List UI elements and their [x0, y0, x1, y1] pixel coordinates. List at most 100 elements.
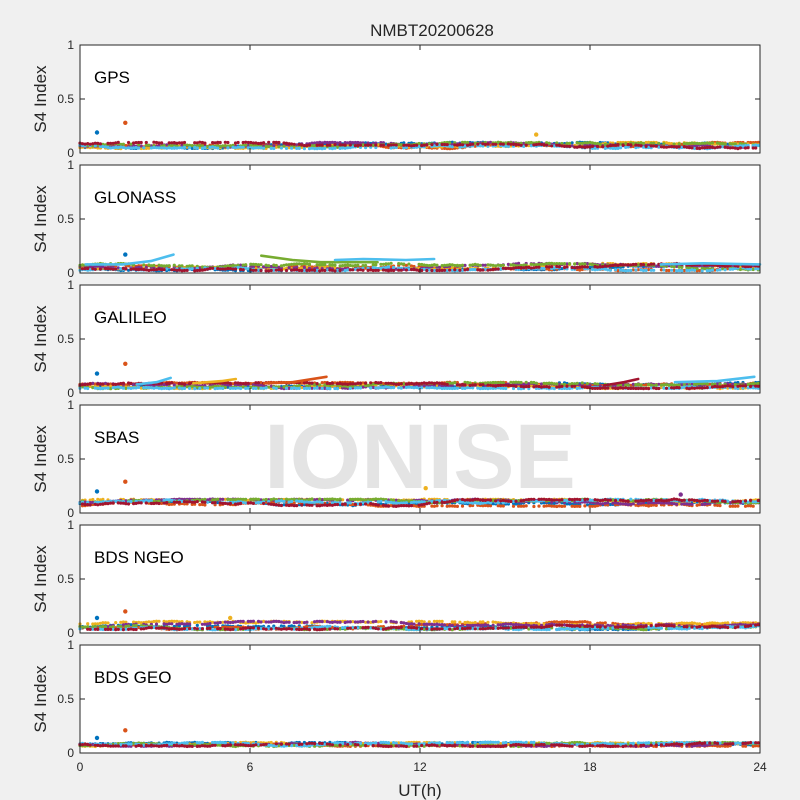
- data-point: [460, 140, 465, 144]
- data-point: [231, 145, 235, 149]
- outlier-point: [123, 252, 128, 257]
- data-point: [453, 381, 457, 385]
- data-point: [412, 143, 416, 148]
- data-point: [297, 383, 301, 388]
- data-point: [731, 146, 735, 150]
- data-point: [358, 386, 363, 390]
- data-point: [448, 147, 452, 151]
- data-point: [356, 143, 360, 148]
- data-point: [455, 386, 459, 390]
- data-point: [254, 146, 258, 150]
- data-point: [353, 144, 357, 148]
- data-point: [267, 145, 271, 149]
- data-point: [190, 144, 194, 148]
- data-point: [356, 263, 360, 267]
- data-point: [664, 145, 669, 149]
- data-point: [88, 382, 92, 386]
- data-point: [471, 142, 475, 146]
- data-point: [473, 144, 477, 148]
- data-point: [346, 141, 350, 145]
- data-point: [152, 140, 156, 144]
- data-point: [634, 143, 638, 147]
- data-point: [313, 268, 317, 272]
- data-point: [295, 146, 299, 150]
- data-point: [346, 146, 350, 150]
- data-point: [254, 141, 258, 145]
- data-point: [369, 381, 373, 385]
- data-point: [705, 386, 709, 390]
- data-point: [547, 141, 551, 145]
- data-point: [598, 145, 602, 149]
- data-point: [652, 141, 656, 145]
- data-point: [295, 143, 299, 147]
- data-point: [483, 142, 487, 146]
- data-point: [282, 141, 286, 145]
- data-point: [723, 142, 727, 146]
- data-point: [580, 381, 584, 385]
- data-point: [425, 143, 429, 147]
- data-point: [578, 145, 582, 149]
- data-point: [445, 382, 449, 386]
- data-point: [450, 140, 454, 144]
- data-point: [639, 141, 643, 145]
- data-point: [496, 140, 500, 144]
- data-point: [251, 146, 255, 150]
- data-point: [98, 144, 102, 148]
- data-point: [481, 383, 485, 387]
- data-point: [672, 145, 676, 149]
- data-point: [749, 140, 753, 145]
- data-point: [274, 386, 278, 391]
- data-point: [687, 146, 692, 150]
- data-point: [379, 143, 383, 147]
- data-point: [608, 146, 613, 150]
- data-point: [172, 146, 176, 150]
- data-point: [213, 146, 217, 150]
- data-point: [634, 268, 638, 272]
- data-point: [221, 144, 225, 148]
- data-point: [539, 142, 544, 147]
- data-point: [386, 145, 391, 150]
- data-point: [647, 145, 651, 150]
- data-point: [545, 143, 549, 147]
- data-point: [718, 268, 722, 272]
- data-point: [223, 140, 227, 144]
- data-point: [246, 386, 250, 390]
- data-point: [756, 140, 760, 144]
- data-point: [611, 146, 615, 150]
- data-point: [654, 383, 658, 387]
- data-point: [417, 145, 421, 149]
- y-tick-label: 1: [67, 278, 74, 292]
- data-point: [226, 146, 230, 150]
- data-point: [310, 146, 314, 150]
- data-point: [568, 262, 572, 266]
- data-point: [190, 146, 194, 150]
- data-point: [458, 145, 462, 149]
- data-point: [200, 140, 204, 145]
- data-point: [695, 144, 699, 148]
- data-point: [690, 146, 694, 150]
- data-point: [746, 146, 750, 150]
- data-point: [675, 145, 679, 149]
- data-point: [415, 143, 419, 147]
- data-point: [254, 386, 258, 390]
- data-point: [213, 141, 217, 145]
- data-point: [313, 141, 317, 145]
- data-point: [504, 386, 508, 391]
- data-point: [119, 145, 123, 149]
- data-point: [269, 268, 273, 273]
- data-point: [565, 141, 569, 146]
- data-point: [450, 142, 454, 147]
- data-point: [328, 140, 332, 145]
- data-point: [218, 144, 222, 148]
- data-point: [307, 262, 312, 266]
- data-point: [659, 145, 664, 149]
- data-point: [680, 142, 684, 146]
- data-point: [585, 145, 590, 149]
- data-point: [427, 146, 431, 150]
- data-point: [348, 140, 352, 144]
- data-point: [524, 143, 528, 147]
- data-point: [315, 147, 319, 151]
- data-point: [139, 140, 143, 145]
- data-point: [96, 141, 100, 145]
